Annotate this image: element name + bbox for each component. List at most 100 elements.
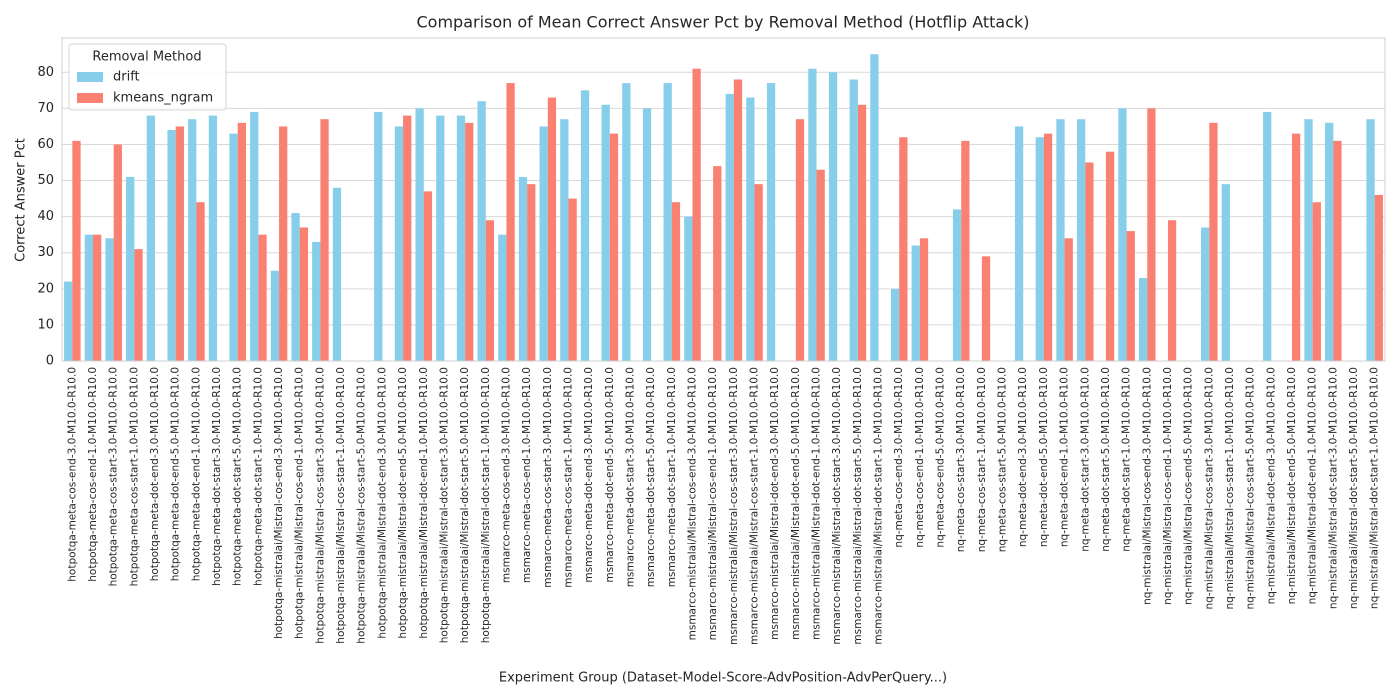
x-tick-label: nq-mistralai/Mistral-cos-end-5.0-M10.0-R…: [1183, 367, 1195, 605]
bar: [609, 133, 619, 361]
x-tick-label: msmarco-meta-dot-start-5.0-M10.0-R10.0: [645, 367, 657, 587]
x-tick-label: msmarco-mistralai/Mistral-dot-end-3.0-M1…: [769, 367, 781, 640]
bar: [952, 209, 962, 361]
bar: [601, 104, 610, 361]
x-tick-label: nq-mistralai/Mistral-dot-end-1.0-M10.0-R…: [1307, 367, 1319, 604]
bar: [506, 83, 515, 362]
x-tick-label: msmarco-mistralai/Mistral-cos-end-1.0-M1…: [707, 367, 719, 640]
bar: [1167, 220, 1177, 361]
bar: [911, 245, 920, 361]
bar: [568, 198, 577, 361]
bar: [1118, 108, 1127, 361]
bar: [663, 83, 672, 362]
x-tick-label: nq-meta-dot-start-3.0-M10.0-R10.0: [1079, 367, 1091, 552]
bar: [733, 79, 743, 361]
bar: [320, 119, 329, 362]
bar: [1035, 137, 1044, 361]
bar: [899, 137, 908, 361]
x-tick-label: hotpotqa-mistralai/Mistral-dot-end-1.0-M…: [418, 367, 430, 639]
bar: [725, 93, 734, 362]
bar: [547, 97, 557, 361]
bar: [1374, 194, 1383, 361]
x-tick-label: hotpotqa-meta-cos-start-3.0-M10.0-R10.0: [108, 367, 120, 586]
bar: [403, 115, 412, 361]
bar: [1126, 231, 1135, 361]
bar: [1221, 184, 1230, 361]
bar: [518, 176, 528, 361]
x-tick-label: hotpotqa-mistralai/Mistral-cos-start-1.0…: [335, 367, 347, 644]
bar: [580, 90, 590, 362]
bar: [684, 216, 693, 361]
x-tick-label: nq-mistralai/Mistral-cos-start-1.0-M10.0…: [1224, 367, 1236, 610]
bar: [258, 234, 267, 361]
bar: [1333, 140, 1342, 361]
x-tick-label: nq-mistralai/Mistral-dot-end-3.0-M10.0-R…: [1265, 367, 1277, 604]
x-tick-label: nq-meta-dot-start-1.0-M10.0-R10.0: [1121, 367, 1133, 552]
bar: [1209, 122, 1218, 361]
bar: [84, 234, 94, 361]
bar: [146, 115, 156, 361]
x-tick-label: msmarco-mistralai/Mistral-dot-end-5.0-M1…: [790, 367, 802, 640]
bar: [485, 220, 495, 361]
x-tick-label: nq-meta-cos-start-1.0-M10.0-R10.0: [976, 367, 988, 552]
bar: [167, 130, 176, 361]
x-tick-label: hotpotqa-meta-dot-end-3.0-M10.0-R10.0: [149, 367, 161, 581]
bar: [961, 140, 970, 361]
x-tick-label: nq-meta-cos-end-3.0-M10.0-R10.0: [893, 367, 905, 548]
bar: [299, 227, 308, 361]
y-tick-label: 40: [37, 209, 54, 224]
x-tick-label: hotpotqa-mistralai/Mistral-dot-start-1.0…: [480, 367, 492, 643]
x-tick-label: nq-meta-dot-end-3.0-M10.0-R10.0: [1017, 367, 1029, 547]
x-tick-label: msmarco-mistralai/Mistral-cos-start-1.0-…: [749, 367, 761, 645]
x-tick-label: msmarco-meta-dot-start-1.0-M10.0-R10.0: [666, 367, 678, 587]
bar: [415, 108, 424, 361]
x-tick-label: nq-meta-dot-end-1.0-M10.0-R10.0: [1059, 367, 1071, 547]
bar: [270, 270, 280, 361]
bar: [332, 187, 342, 361]
y-tick-label: 70: [37, 101, 54, 116]
bar: [126, 176, 135, 361]
x-tick-label: hotpotqa-meta-cos-start-1.0-M10.0-R10.0: [128, 367, 140, 586]
bar: [113, 144, 122, 361]
bar: [1366, 119, 1375, 362]
bar: [279, 126, 288, 361]
bar: [196, 202, 205, 361]
x-tick-label: msmarco-meta-cos-start-1.0-M10.0-R10.0: [562, 367, 574, 588]
bar: [374, 111, 383, 361]
bar: [527, 184, 536, 361]
bar: [1076, 119, 1086, 362]
legend-label: kmeans_ngram: [113, 91, 213, 106]
legend-swatch: [77, 72, 103, 82]
y-tick-label: 20: [37, 281, 54, 296]
x-tick-label: msmarco-mistralai/Mistral-dot-start-1.0-…: [873, 367, 885, 645]
bar: [692, 68, 701, 362]
bar: [291, 213, 300, 361]
bar: [93, 234, 102, 361]
bar: [1201, 227, 1210, 361]
chart-title: Comparison of Mean Correct Answer Pct by…: [416, 13, 1029, 32]
x-tick-label: msmarco-meta-dot-start-3.0-M10.0-R10.0: [624, 367, 636, 587]
bar: [1291, 133, 1301, 361]
y-tick-label: 80: [37, 65, 54, 80]
x-tick-label: hotpotqa-meta-dot-end-5.0-M10.0-R10.0: [170, 367, 182, 581]
bar: [746, 97, 755, 361]
x-tick-label: nq-mistralai/Mistral-dot-start-5.0-M10.0…: [1348, 367, 1360, 609]
x-axis-label: Experiment Group (Dataset-Model-Score-Ad…: [499, 671, 947, 686]
y-tick-label: 0: [46, 354, 54, 369]
bar: [1014, 126, 1024, 361]
bar: [208, 115, 218, 361]
x-tick-label: nq-mistralai/Mistral-cos-start-5.0-M10.0…: [1245, 367, 1257, 610]
x-tick-label: hotpotqa-meta-dot-start-3.0-M10.0-R10.0: [211, 367, 223, 586]
plot-border: [61, 37, 1386, 362]
x-tick-label: msmarco-meta-dot-end-5.0-M10.0-R10.0: [604, 367, 616, 583]
bar: [1105, 151, 1115, 361]
x-tick-label: hotpotqa-meta-cos-end-1.0-M10.0-R10.0: [87, 367, 99, 582]
bar: [560, 119, 569, 362]
bar: [229, 133, 238, 361]
bar: [312, 241, 321, 361]
x-tick-label: msmarco-mistralai/Mistral-dot-start-5.0-…: [852, 367, 864, 645]
bar: [1064, 238, 1073, 361]
bar: [250, 111, 259, 361]
bar: [134, 249, 143, 361]
bar: [857, 104, 867, 361]
